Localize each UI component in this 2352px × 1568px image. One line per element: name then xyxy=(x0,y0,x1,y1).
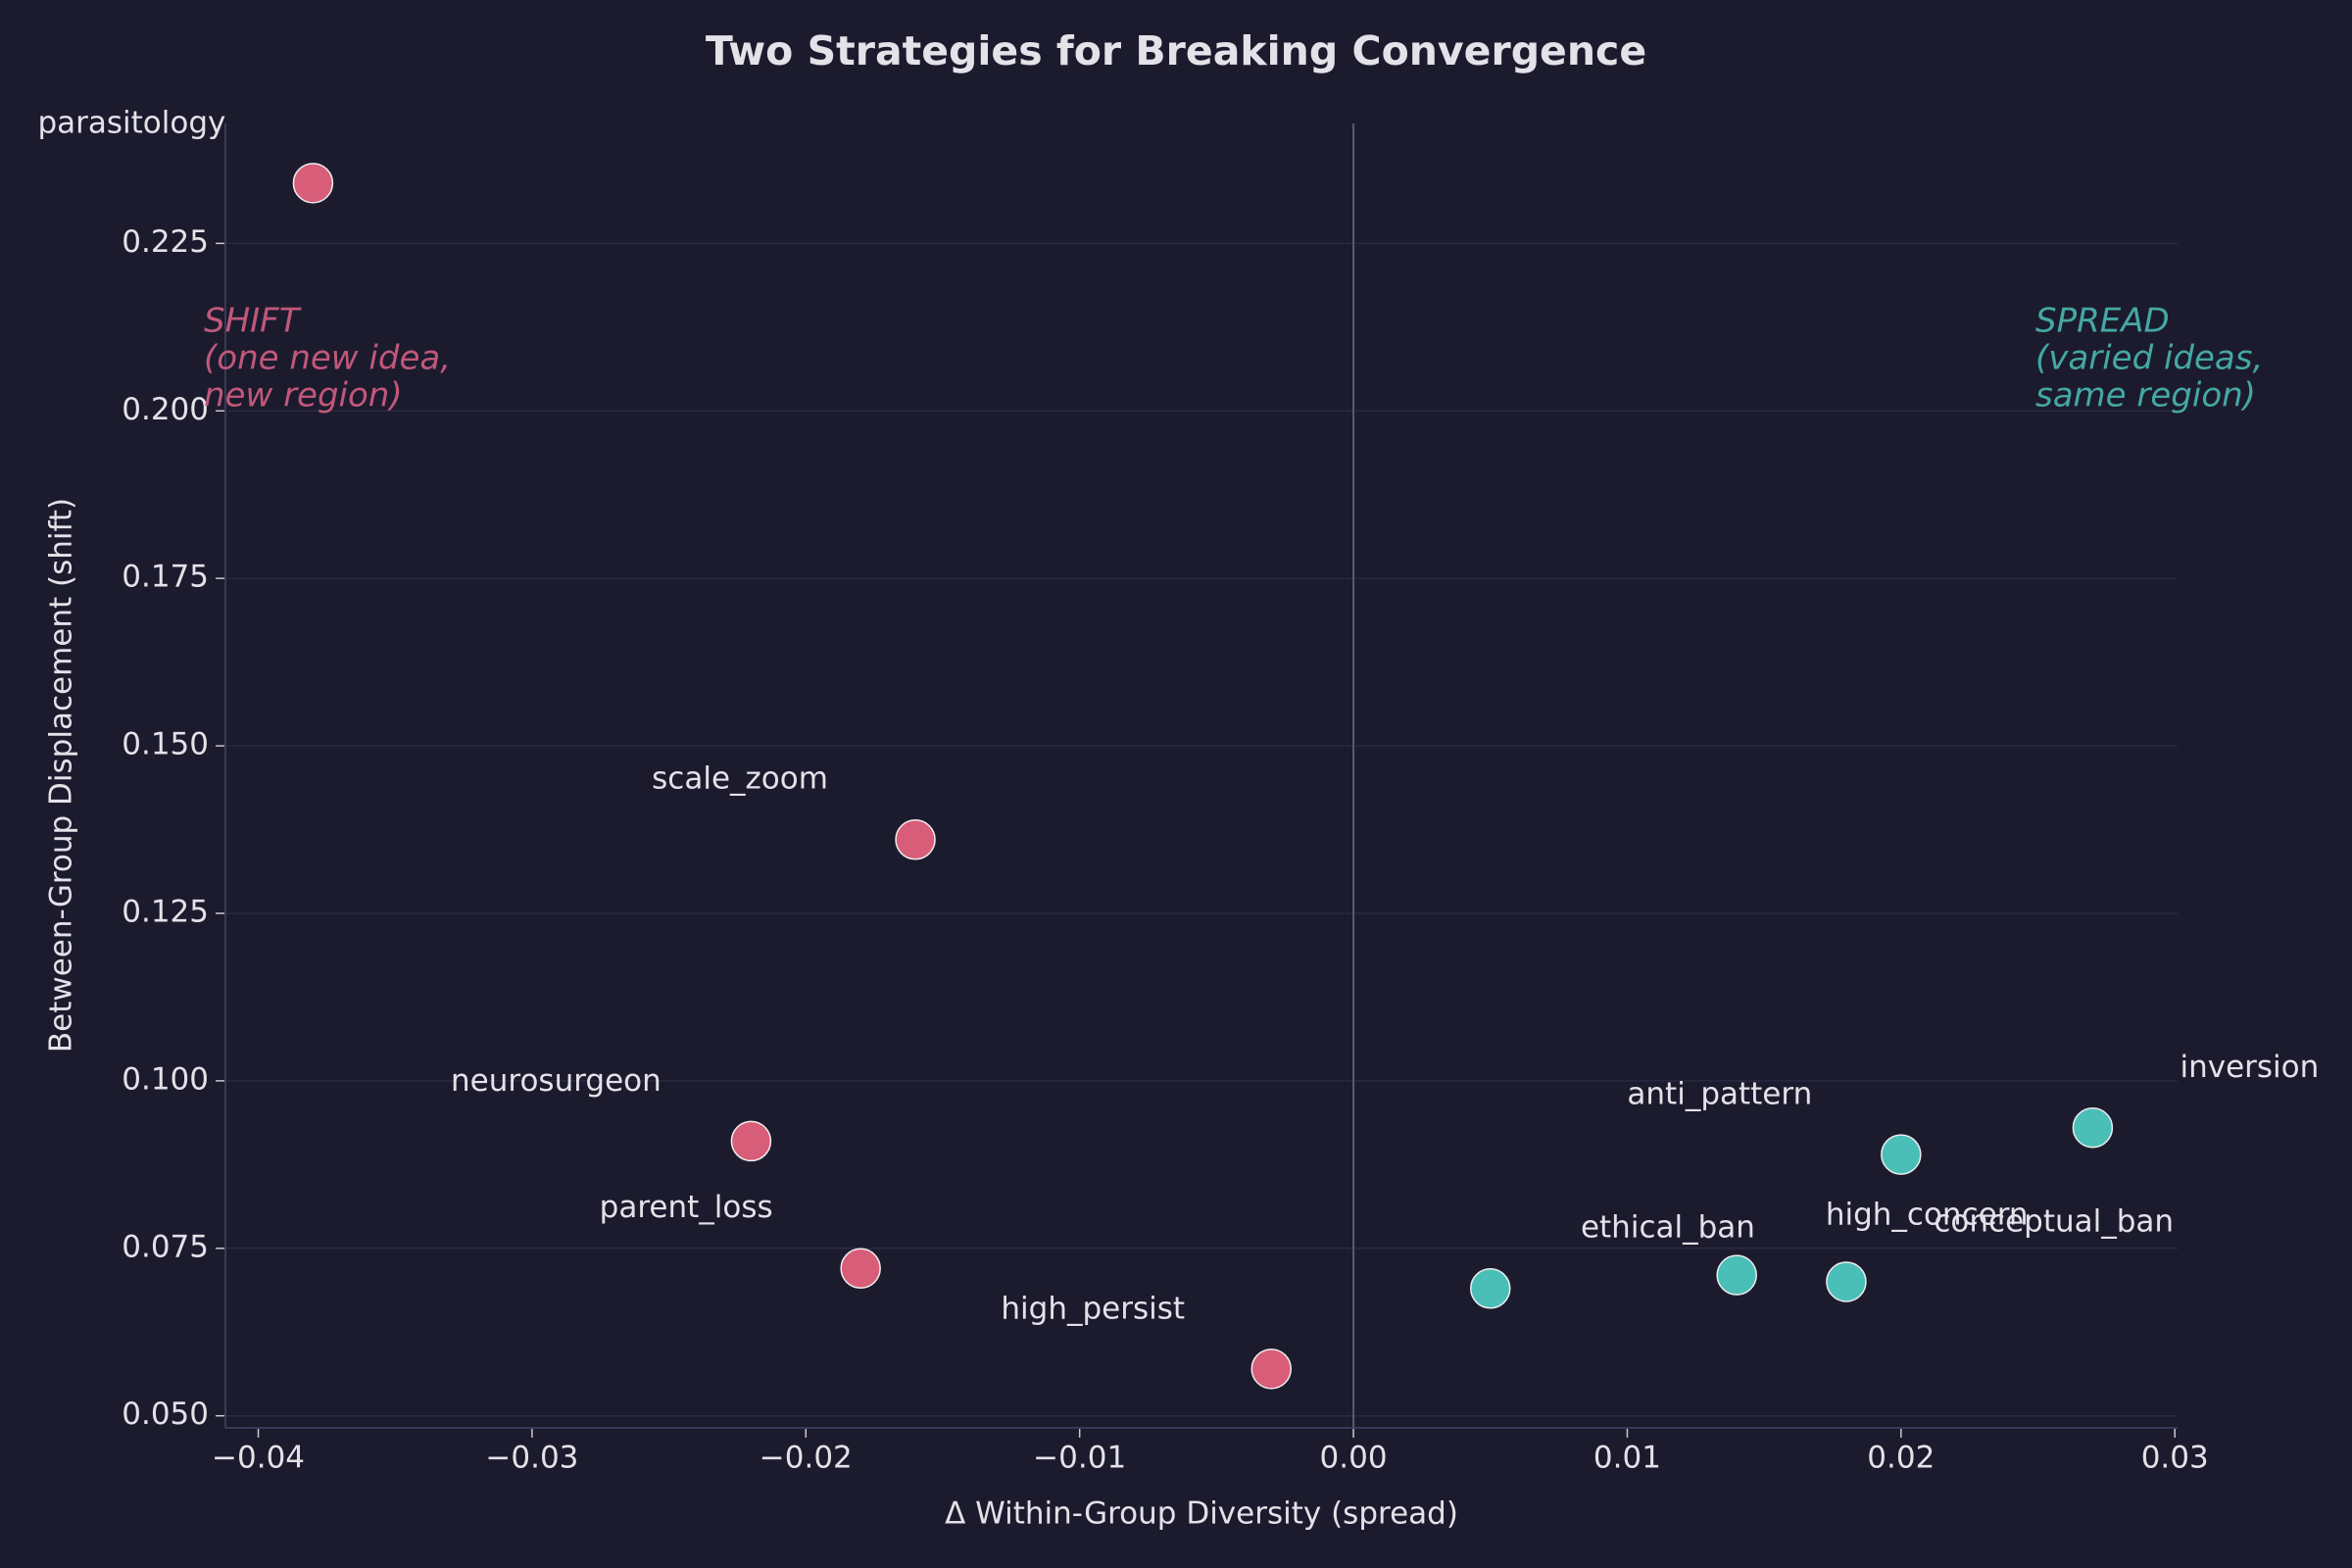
point-label: anti_pattern xyxy=(1627,1077,1812,1112)
point xyxy=(292,163,334,204)
y-axis-label: Between-Group Displacement (shift) xyxy=(44,498,79,1053)
point-label: high_concern xyxy=(1826,1198,2029,1233)
point xyxy=(2072,1106,2114,1149)
point-label: high_persist xyxy=(1001,1291,1185,1326)
point xyxy=(1250,1348,1292,1390)
y-tick-label: 0.225 xyxy=(122,224,209,260)
point xyxy=(1716,1254,1757,1296)
x-tick-label: 0.01 xyxy=(1593,1441,1661,1476)
point xyxy=(895,819,936,860)
y-tick-label: 0.175 xyxy=(122,560,209,595)
annotation: (varied ideas, xyxy=(2035,339,2263,378)
annotation: SPREAD xyxy=(2035,302,2170,341)
point-label: scale_zoom xyxy=(652,760,828,796)
point-label: parasitology xyxy=(37,105,225,140)
point-label: parent_loss xyxy=(600,1190,773,1225)
point xyxy=(730,1120,772,1162)
chart-title: Two Strategies for Breaking Convergence xyxy=(706,27,1646,74)
x-tick-label: 0.00 xyxy=(1320,1441,1388,1476)
annotation: (one new idea, xyxy=(204,339,451,378)
point-label: conceptual_ban xyxy=(1934,1203,2174,1239)
x-tick-label: −0.01 xyxy=(1033,1441,1126,1476)
annotation: new region) xyxy=(204,376,403,416)
y-tick-label: 0.125 xyxy=(122,894,209,929)
point xyxy=(1826,1261,1867,1302)
x-tick-label: −0.02 xyxy=(760,1441,853,1476)
x-tick-label: −0.04 xyxy=(212,1441,305,1476)
y-tick-label: 0.050 xyxy=(122,1396,209,1432)
x-tick-label: 0.03 xyxy=(2141,1441,2209,1476)
y-tick-label: 0.100 xyxy=(122,1061,209,1097)
annotation: SHIFT xyxy=(204,302,302,341)
point-label: neurosurgeon xyxy=(451,1063,662,1099)
x-tick-label: 0.02 xyxy=(1867,1441,1935,1476)
y-tick-label: 0.075 xyxy=(122,1229,209,1264)
point-label: ethical_ban xyxy=(1581,1209,1755,1245)
annotation: same region) xyxy=(2035,376,2256,416)
point-label: inversion xyxy=(2180,1050,2319,1085)
x-tick-label: −0.03 xyxy=(485,1441,578,1476)
x-axis-label: Δ Within-Group Diversity (spread) xyxy=(945,1496,1458,1532)
point xyxy=(1469,1268,1511,1309)
y-tick-label: 0.200 xyxy=(122,392,209,427)
point xyxy=(840,1248,881,1290)
y-tick-label: 0.150 xyxy=(122,727,209,762)
point xyxy=(1881,1134,1922,1175)
